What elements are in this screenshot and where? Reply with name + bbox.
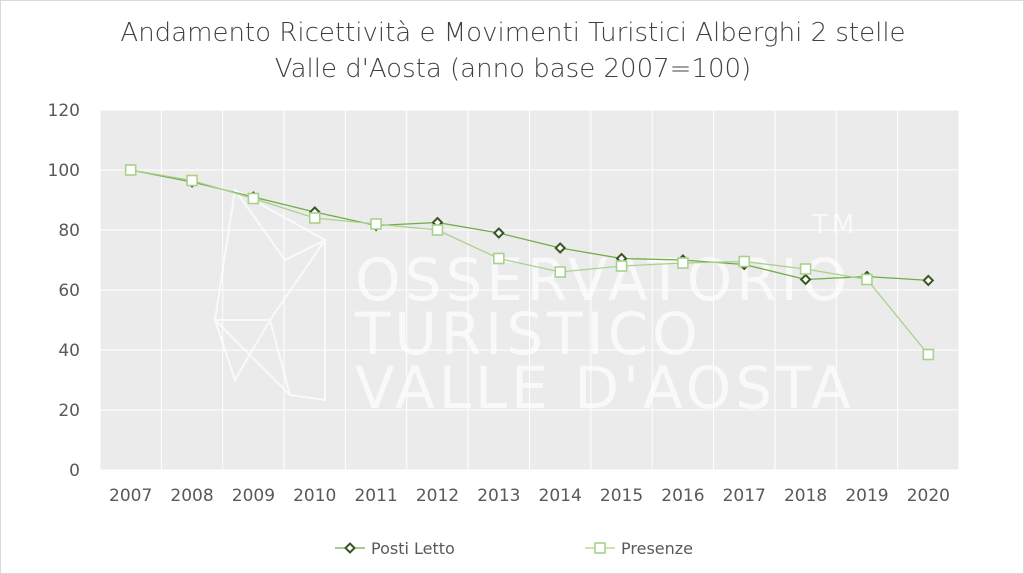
data-point-presenze: [922, 348, 935, 361]
chart-subtitle: Valle d'Aosta (anno base 2007=100): [274, 54, 752, 84]
legend-label: Presenze: [621, 539, 693, 558]
y-tick-label: 60: [58, 281, 80, 301]
data-point-posti-letto: [799, 273, 812, 286]
x-tick-label: 2017: [723, 486, 766, 506]
x-tick-label: 2007: [109, 486, 152, 506]
y-tick-label: 100: [48, 161, 80, 181]
x-tick-label: 2009: [232, 486, 275, 506]
watermark-trademark: TM: [811, 210, 858, 240]
series-line-presenze: [130, 169, 929, 355]
x-tick-label: 2013: [477, 486, 520, 506]
data-point-presenze: [124, 164, 137, 176]
x-tick-label: 2014: [539, 486, 582, 506]
data-point-posti-letto: [554, 242, 567, 254]
y-tick-label: 0: [69, 461, 80, 481]
data-point-presenze: [615, 260, 628, 272]
y-tick-label: 40: [58, 341, 80, 361]
data-point-presenze: [861, 273, 873, 286]
x-tick-label: 2012: [416, 486, 459, 506]
x-tick-label: 2018: [784, 486, 827, 506]
x-tick-label: 2020: [907, 486, 950, 506]
watermark-text: VALLE D'AOSTA: [355, 354, 855, 422]
data-point-presenze: [431, 224, 444, 236]
x-tick-label: 2016: [661, 486, 704, 506]
data-point-posti-letto: [492, 227, 505, 239]
legend-item-posti-letto: Posti Letto: [335, 539, 455, 558]
y-tick-label: 80: [58, 221, 80, 241]
data-point-presenze: [738, 255, 751, 268]
data-point-presenze: [370, 218, 382, 230]
data-point-posti-letto: [922, 274, 935, 287]
chart-title: Andamento Ricettività e Movimenti Turist…: [120, 18, 906, 48]
watermark-text: TURISTICO: [354, 300, 702, 368]
legend-marker-diamond: [344, 542, 356, 554]
x-tick-label: 2011: [354, 486, 397, 506]
data-point-presenze: [799, 263, 812, 275]
y-tick-label: 20: [58, 401, 80, 421]
data-point-presenze: [186, 174, 198, 187]
legend-marker-square: [594, 542, 606, 554]
y-tick-label: 120: [48, 101, 80, 121]
data-point-presenze: [677, 257, 689, 269]
legend-item-presenze: Presenze: [585, 539, 693, 558]
data-point-presenze: [493, 252, 505, 265]
data-point-presenze: [247, 192, 260, 205]
legend-label: Posti Letto: [371, 539, 455, 558]
x-tick-label: 2015: [600, 486, 643, 506]
data-point-presenze: [308, 212, 321, 224]
data-point-presenze: [554, 266, 566, 278]
chart-title-block: Andamento Ricettività e Movimenti Turist…: [1, 15, 1024, 87]
x-tick-label: 2010: [293, 486, 336, 506]
x-tick-label: 2008: [170, 486, 213, 506]
series-line-posti-letto: [130, 169, 929, 282]
x-tick-label: 2019: [845, 486, 888, 506]
watermark-text: OSSERVATORIO: [355, 246, 851, 314]
watermark-mountain-icon: [213, 187, 326, 402]
